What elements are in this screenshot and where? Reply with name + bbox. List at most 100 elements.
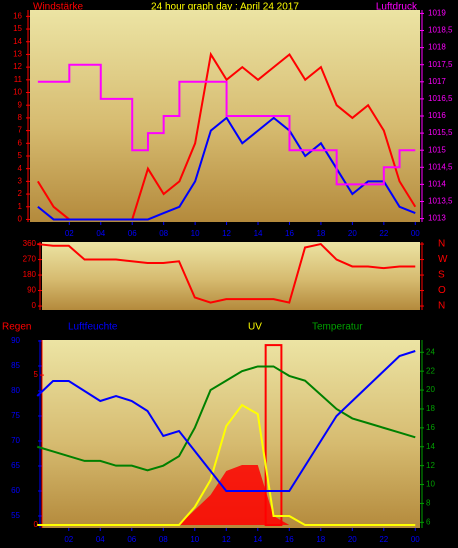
y2-tick-label: 14	[426, 442, 435, 451]
x-tick-label: 06	[127, 535, 136, 543]
x-tick-label: 04	[96, 229, 105, 238]
y2-tick-label: 1017	[428, 77, 446, 86]
y-tick-label: 4	[18, 164, 23, 173]
x-tick-label: 02	[65, 229, 74, 238]
x-tick-label: 18	[316, 229, 325, 238]
y-tick-label: 85	[11, 361, 20, 370]
uv-label: UV	[248, 322, 262, 333]
line	[37, 403, 416, 527]
x-tick-label: 12	[222, 535, 231, 543]
y-tick-label: 5	[18, 151, 23, 160]
y-tick-label: 80	[11, 386, 20, 395]
y2-tick-label: 1013,5	[428, 197, 453, 206]
y2-tick-label: 10	[426, 480, 435, 489]
y2-tick-label: 1018,5	[428, 26, 453, 35]
y2-tick-label: 1017,5	[428, 60, 453, 69]
x-tick-label: 22	[379, 535, 388, 543]
y2-tick-label: 24	[426, 347, 435, 356]
y-tick-label: 7	[18, 126, 23, 135]
y2-tick-label: 6	[426, 517, 431, 526]
y2-tick-label: 1015	[428, 145, 446, 154]
x-tick-label: 20	[348, 229, 357, 238]
line	[36, 365, 416, 472]
y-tick-label: 90	[11, 336, 20, 345]
y-tick-label: 0	[32, 301, 37, 310]
x-tick-label: 06	[128, 229, 137, 238]
y3-tick-label: 0	[34, 520, 39, 529]
y2-tick-label: 12	[426, 461, 435, 470]
y-tick-label: 14	[13, 37, 22, 46]
line	[36, 350, 416, 492]
line	[37, 242, 416, 304]
y-tick-label: 15	[13, 24, 22, 33]
x-tick-label: 04	[96, 535, 105, 543]
y3-tick-label: 5	[34, 370, 39, 379]
y2-tick-label: O	[438, 285, 446, 296]
chart-title: 24 hour graph day : April 24 2017	[151, 2, 299, 13]
x-tick-label: 14	[253, 535, 262, 543]
line	[37, 116, 416, 221]
x-tick-label: 18	[316, 535, 325, 543]
y-tick-label: 75	[11, 411, 20, 420]
y-tick-label: 180	[23, 270, 37, 279]
y2-tick-label: 16	[426, 423, 435, 432]
y-tick-label: 6	[18, 138, 23, 147]
x-tick-label: 10	[190, 535, 199, 543]
temperature-label: Temperatur	[312, 322, 363, 333]
x-tick-label: 02	[64, 535, 73, 543]
y-tick-label: 9	[18, 100, 23, 109]
y2-tick-label: 8	[426, 499, 431, 508]
y2-tick-label: 1014,5	[428, 162, 453, 171]
x-tick-label: 20	[348, 535, 357, 543]
x-tick-label: 16	[285, 229, 294, 238]
y2-tick-label: 18	[426, 404, 435, 413]
y-tick-label: 65	[11, 461, 20, 470]
y-tick-label: 8	[18, 113, 23, 122]
y2-tick-label: 1016	[428, 111, 446, 120]
y-tick-label: 16	[13, 11, 22, 20]
y2-tick-label: N	[438, 239, 445, 250]
y2-tick-label: 1019	[428, 9, 446, 18]
x-tick-label: 08	[159, 229, 168, 238]
y2-tick-label: 22	[426, 366, 435, 375]
y2-axis-label: Luftdruck	[376, 2, 418, 13]
y-axis-label: Windstärke	[33, 2, 83, 13]
y-tick-label: 3	[18, 176, 23, 185]
x-tick-label: 14	[254, 229, 263, 238]
y2-tick-label: 20	[426, 385, 435, 394]
humidity-label: Luftfeuchte	[68, 322, 118, 333]
y-tick-label: 90	[27, 286, 36, 295]
y-tick-label: 1	[18, 202, 23, 211]
bar	[264, 344, 283, 527]
x-tick-label: 00	[411, 535, 420, 543]
y-tick-label: 10	[13, 88, 22, 97]
y2-tick-label: S	[438, 270, 445, 281]
y-tick-label: 60	[11, 486, 20, 495]
y-tick-label: 0	[18, 215, 23, 224]
x-tick-label: 08	[159, 535, 168, 543]
x-tick-label: 16	[285, 535, 294, 543]
y2-tick-label: N	[438, 301, 445, 312]
line	[37, 63, 416, 186]
x-tick-label: 10	[191, 229, 200, 238]
y2-tick-label: W	[438, 254, 448, 265]
y-tick-label: 55	[11, 511, 20, 520]
y-tick-label: 360	[23, 239, 37, 248]
y-tick-label: 12	[13, 62, 22, 71]
y-tick-label: 270	[23, 255, 37, 264]
y-tick-label: 2	[18, 189, 23, 198]
y2-tick-label: 1015,5	[428, 128, 453, 137]
area	[37, 465, 416, 526]
y-tick-label: 13	[13, 50, 22, 59]
y2-tick-label: 1013	[428, 214, 446, 223]
y-tick-label: 70	[11, 436, 20, 445]
rain-label: Regen	[2, 322, 31, 333]
x-tick-label: 12	[222, 229, 231, 238]
y2-tick-label: 1018	[428, 43, 446, 52]
y-tick-label: 11	[14, 75, 23, 84]
x-tick-label: 22	[379, 229, 388, 238]
x-tick-label: 00	[411, 229, 420, 238]
y2-tick-label: 1014	[428, 179, 446, 188]
plot-area	[30, 10, 420, 222]
